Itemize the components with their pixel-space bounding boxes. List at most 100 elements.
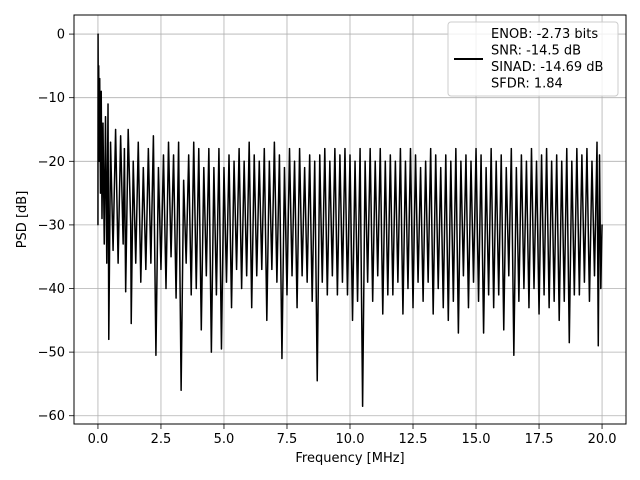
psd-point bbox=[230, 307, 233, 309]
psd-point bbox=[130, 322, 132, 325]
y-tick-label: −30 bbox=[38, 218, 65, 233]
x-tick-label: 15.0 bbox=[462, 432, 491, 447]
psd-point bbox=[123, 147, 126, 150]
psd-point bbox=[578, 294, 580, 296]
psd-point bbox=[324, 147, 326, 150]
psd-point bbox=[351, 319, 354, 321]
psd-point bbox=[452, 300, 454, 302]
psd-point bbox=[145, 268, 147, 271]
x-axis-label: Frequency [MHz] bbox=[295, 451, 404, 466]
psd-point bbox=[170, 256, 172, 258]
psd-point bbox=[462, 275, 465, 277]
psd-point bbox=[404, 160, 407, 162]
psd-point bbox=[341, 281, 344, 283]
psd-point bbox=[503, 329, 505, 331]
psd-point bbox=[288, 147, 291, 150]
psd-point bbox=[392, 294, 394, 296]
psd-point bbox=[100, 90, 102, 92]
x-axis-ticks: 0.0 2.5 5.0 7.5 10.0 12.5 15.0 17.5 20.0 bbox=[88, 424, 617, 447]
psd-point bbox=[465, 154, 467, 156]
psd-point bbox=[109, 141, 112, 143]
legend-box bbox=[447, 21, 619, 97]
psd-point bbox=[112, 249, 114, 251]
psd-point bbox=[271, 268, 273, 271]
psd-point bbox=[356, 300, 359, 302]
psd-point bbox=[185, 262, 187, 264]
psd-point bbox=[319, 154, 321, 156]
psd-point bbox=[263, 147, 265, 150]
psd-point bbox=[215, 294, 218, 296]
psd-point bbox=[548, 307, 550, 309]
psd-point bbox=[581, 154, 583, 156]
psd-point bbox=[97, 224, 99, 226]
psd-point bbox=[309, 154, 311, 156]
psd-point bbox=[331, 275, 333, 277]
psd-point bbox=[200, 329, 202, 331]
psd-point bbox=[513, 354, 515, 356]
psd-point bbox=[102, 122, 104, 124]
psd-point bbox=[485, 167, 487, 169]
psd-point bbox=[493, 307, 495, 309]
psd-point bbox=[97, 109, 99, 112]
psd-point bbox=[467, 307, 470, 309]
psd-point bbox=[389, 154, 391, 156]
psd-point bbox=[422, 300, 424, 302]
psd-point bbox=[362, 405, 364, 407]
psd-point bbox=[598, 154, 601, 156]
psd-point bbox=[205, 275, 207, 277]
psd-point bbox=[520, 154, 523, 156]
psd-point bbox=[167, 141, 170, 143]
psd-point bbox=[238, 147, 240, 150]
series-group bbox=[97, 33, 603, 407]
psd-point bbox=[402, 313, 404, 315]
psd-point bbox=[597, 345, 599, 347]
psd-point bbox=[566, 147, 568, 150]
psd-point bbox=[407, 287, 409, 290]
psd-point bbox=[346, 294, 349, 296]
psd-point bbox=[220, 348, 223, 350]
legend-enob: ENOB: -2.73 bits bbox=[491, 27, 598, 42]
psd-point bbox=[122, 243, 124, 245]
psd-point bbox=[450, 160, 452, 162]
psd-point bbox=[573, 294, 575, 296]
psd-point bbox=[190, 294, 192, 296]
psd-point bbox=[281, 357, 283, 360]
psd-point bbox=[165, 287, 167, 290]
psd-point bbox=[510, 147, 512, 150]
psd-point bbox=[528, 307, 530, 309]
psd-point bbox=[256, 275, 258, 277]
psd-point bbox=[120, 135, 122, 137]
psd-point bbox=[427, 281, 429, 283]
psd-point bbox=[563, 300, 565, 302]
psd-point bbox=[251, 307, 253, 309]
x-tick-label: 17.5 bbox=[525, 432, 554, 447]
psd-point bbox=[523, 287, 525, 290]
psd-point bbox=[364, 160, 366, 162]
psd-point bbox=[354, 160, 356, 162]
psd-point bbox=[99, 78, 101, 80]
psd-point bbox=[495, 160, 497, 162]
psd-point bbox=[301, 275, 303, 277]
legend-snr: SNR: -14.5 dB bbox=[491, 44, 581, 59]
psd-point bbox=[99, 192, 102, 194]
y-tick-label: −10 bbox=[38, 91, 65, 106]
y-tick-label: −40 bbox=[38, 282, 65, 297]
x-tick-label: 2.5 bbox=[151, 432, 172, 447]
psd-point bbox=[306, 281, 308, 283]
psd-point bbox=[188, 154, 190, 156]
psd-point bbox=[546, 147, 548, 150]
psd-point bbox=[540, 154, 543, 156]
psd-point bbox=[155, 354, 157, 356]
psd-point bbox=[291, 275, 293, 277]
psd-point bbox=[246, 275, 248, 277]
psd-point bbox=[261, 268, 263, 271]
psd-point bbox=[568, 341, 570, 344]
psd-point bbox=[432, 313, 434, 315]
psd-point bbox=[235, 268, 238, 271]
psd-point bbox=[359, 147, 361, 150]
psd-point bbox=[601, 224, 603, 226]
psd-point bbox=[518, 300, 520, 302]
psd-point bbox=[107, 103, 109, 105]
psd-point bbox=[586, 147, 588, 150]
psd-point bbox=[213, 167, 215, 169]
